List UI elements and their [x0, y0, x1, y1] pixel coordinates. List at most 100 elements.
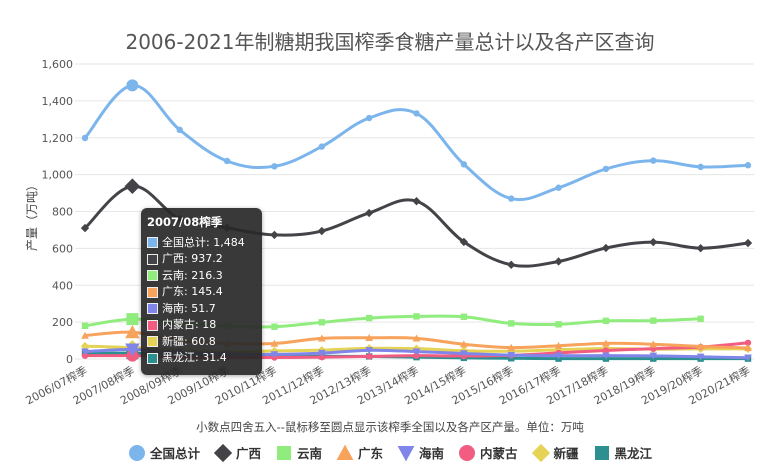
- legend-marker[interactable]: [336, 444, 354, 460]
- legend-marker[interactable]: [213, 443, 232, 462]
- data-point[interactable]: [602, 347, 610, 354]
- tooltip-row-label: 新疆: 60.8: [162, 334, 216, 348]
- data-point[interactable]: [81, 134, 89, 142]
- data-point[interactable]: [365, 333, 373, 341]
- data-point[interactable]: [602, 352, 610, 360]
- data-point[interactable]: [317, 226, 326, 236]
- data-point[interactable]: [413, 110, 420, 117]
- data-point[interactable]: [602, 317, 610, 325]
- data-point[interactable]: [649, 352, 658, 360]
- data-point[interactable]: [744, 344, 752, 352]
- data-point[interactable]: [223, 157, 231, 165]
- data-point[interactable]: [271, 323, 278, 330]
- data-point[interactable]: [460, 350, 468, 358]
- data-point[interactable]: [554, 257, 563, 266]
- data-point[interactable]: [81, 352, 89, 359]
- data-point[interactable]: [744, 339, 752, 346]
- y-tick-labels: 0 200 400 600 800 1,000 1,200 1,400 1,600: [42, 58, 74, 366]
- data-point[interactable]: [317, 349, 326, 357]
- data-point[interactable]: [744, 354, 752, 362]
- data-point[interactable]: [176, 126, 183, 134]
- data-point[interactable]: [412, 348, 421, 356]
- data-point[interactable]: [460, 313, 468, 320]
- data-point[interactable]: [270, 339, 279, 347]
- legend-item[interactable]: 全国总计: [128, 443, 200, 462]
- data-point[interactable]: [365, 347, 373, 355]
- data-point[interactable]: [697, 163, 704, 171]
- data-point[interactable]: [507, 343, 516, 351]
- data-point[interactable]: [555, 321, 562, 328]
- y-tick-label: 1,600: [42, 58, 74, 71]
- data-point[interactable]: [554, 341, 563, 349]
- data-point[interactable]: [271, 163, 278, 170]
- data-point[interactable]: [697, 315, 704, 323]
- legend-marker[interactable]: [531, 443, 550, 462]
- data-point[interactable]: [412, 334, 421, 342]
- legend-item[interactable]: 新疆: [531, 443, 579, 462]
- data-point[interactable]: [364, 208, 374, 218]
- data-point[interactable]: [413, 313, 420, 320]
- data-point[interactable]: [602, 165, 610, 173]
- legend-marker[interactable]: [594, 445, 609, 460]
- legend-label: 广东: [357, 446, 383, 461]
- legend-item[interactable]: 广西: [213, 443, 261, 462]
- data-point[interactable]: [744, 162, 752, 169]
- data-point[interactable]: [80, 223, 90, 233]
- data-point[interactable]: [508, 195, 515, 202]
- data-point[interactable]: [743, 238, 753, 248]
- legend-item[interactable]: 广东: [336, 443, 383, 462]
- data-point[interactable]: [81, 331, 89, 339]
- data-point[interactable]: [80, 341, 90, 351]
- data-point[interactable]: [270, 230, 279, 240]
- data-point[interactable]: [318, 319, 325, 326]
- data-point[interactable]: [460, 161, 468, 168]
- data-point[interactable]: [696, 353, 705, 361]
- square-icon: [147, 237, 158, 249]
- tooltip-row: 海南: 51.7: [147, 301, 256, 318]
- data-point[interactable]: [650, 317, 657, 324]
- data-point[interactable]: [365, 114, 373, 122]
- legend-label: 内蒙古: [480, 446, 518, 461]
- data-point[interactable]: [365, 314, 373, 322]
- data-point[interactable]: [81, 348, 89, 356]
- data-point[interactable]: [507, 260, 516, 269]
- data-point[interactable]: [126, 79, 139, 92]
- data-point[interactable]: [125, 324, 140, 339]
- data-point[interactable]: [459, 237, 469, 247]
- legend-marker[interactable]: [276, 445, 291, 460]
- data-point[interactable]: [270, 351, 279, 359]
- data-point[interactable]: [507, 351, 516, 359]
- data-point[interactable]: [318, 353, 325, 361]
- data-point[interactable]: [696, 244, 705, 253]
- data-point[interactable]: [412, 197, 421, 206]
- data-point[interactable]: [554, 352, 563, 360]
- data-point[interactable]: [696, 342, 705, 350]
- data-point[interactable]: [126, 313, 139, 326]
- legend-item[interactable]: 海南: [397, 443, 444, 462]
- data-point[interactable]: [317, 334, 326, 342]
- data-point[interactable]: [460, 340, 468, 348]
- data-point[interactable]: [602, 339, 610, 347]
- data-point[interactable]: [365, 353, 373, 360]
- data-point[interactable]: [413, 352, 420, 359]
- data-point[interactable]: [124, 178, 141, 195]
- data-point[interactable]: [318, 143, 325, 150]
- data-point[interactable]: [555, 184, 562, 191]
- legend-marker[interactable]: [459, 444, 476, 461]
- tooltip-row-label: 黑龙江: 31.4: [162, 351, 227, 364]
- legend-item[interactable]: 云南: [275, 443, 322, 462]
- data-point[interactable]: [649, 237, 658, 247]
- legend-marker[interactable]: [128, 444, 145, 461]
- legend-marker[interactable]: [397, 445, 415, 461]
- y-tick-label: 1,200: [42, 132, 74, 145]
- data-point[interactable]: [125, 343, 140, 357]
- legend-item[interactable]: 黑龙江: [593, 443, 652, 462]
- square-icon: [594, 445, 609, 460]
- data-point[interactable]: [508, 320, 515, 327]
- data-point[interactable]: [81, 322, 89, 330]
- legend-item[interactable]: 内蒙古: [458, 443, 518, 462]
- data-point[interactable]: [650, 157, 657, 164]
- data-point[interactable]: [649, 340, 658, 348]
- data-point[interactable]: [601, 243, 611, 253]
